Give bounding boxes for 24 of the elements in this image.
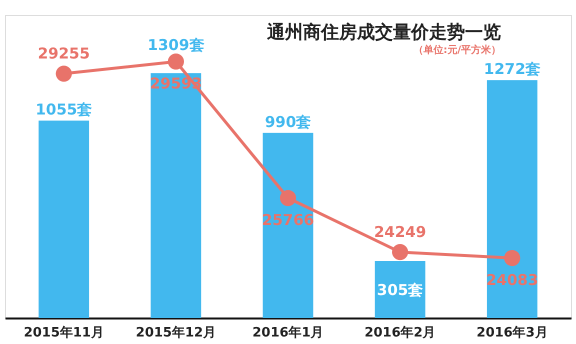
point xyxy=(280,190,296,206)
bar xyxy=(38,120,90,318)
bar xyxy=(486,80,538,318)
data-label: 24249 xyxy=(374,223,426,242)
chart-title: 通州商住房成交量价走势一览 xyxy=(266,22,501,43)
point xyxy=(504,250,520,266)
data-label: 1309套 xyxy=(148,36,204,54)
bar xyxy=(150,73,202,318)
data-label: 29255 xyxy=(38,44,90,63)
bar xyxy=(262,132,314,318)
data-label: 305套 xyxy=(376,280,424,299)
x-tick-label: 2016年1月 xyxy=(252,326,324,340)
x-tick-label: 2016年3月 xyxy=(476,326,548,340)
x-tick-label: 2015年12月 xyxy=(136,326,216,340)
x-tick-label: 2016年2月 xyxy=(364,326,436,340)
x-tick-label: 2015年11月 xyxy=(24,326,104,340)
data-label: 1055套 xyxy=(35,100,92,119)
data-label: 1272套 xyxy=(484,60,541,78)
point xyxy=(392,244,408,260)
text: （单位:元/平方米） xyxy=(413,44,501,56)
data-label: 24083 xyxy=(486,271,538,290)
data-label: 990套 xyxy=(264,112,312,131)
point xyxy=(168,54,184,70)
point xyxy=(56,66,72,82)
